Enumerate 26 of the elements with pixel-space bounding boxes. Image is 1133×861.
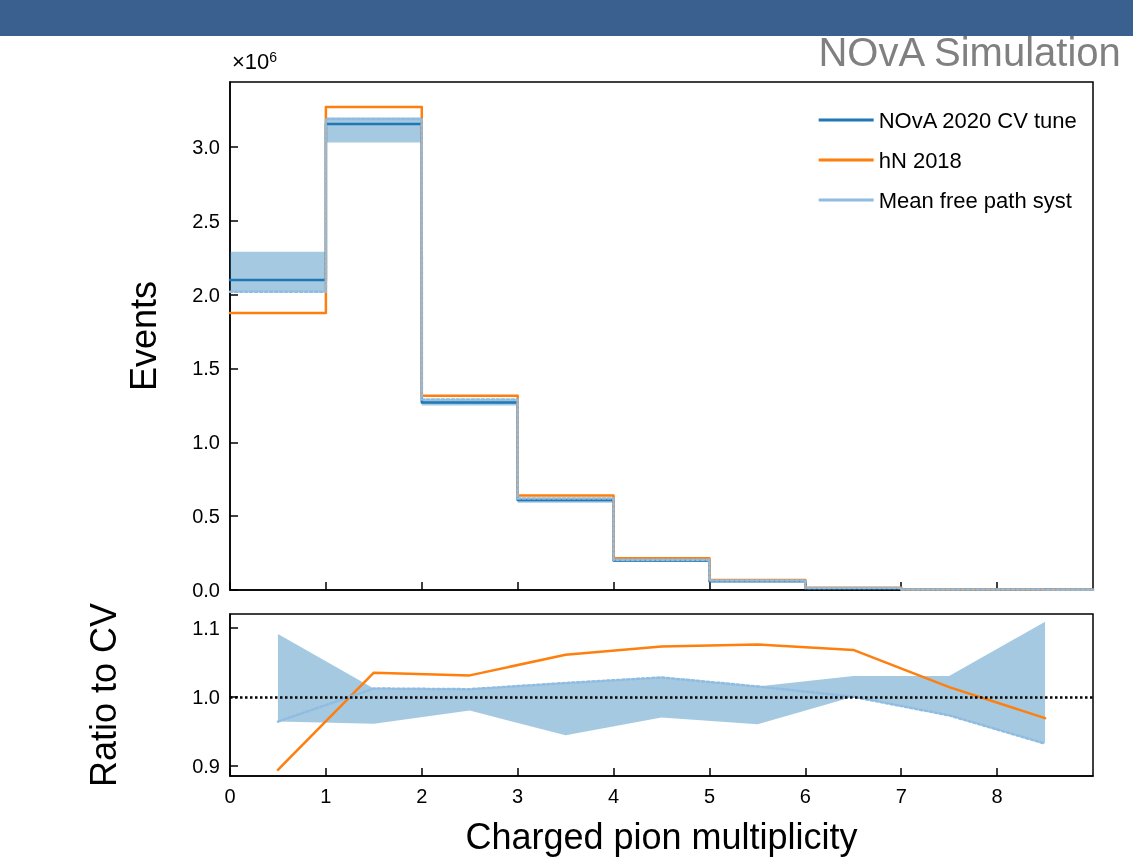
legend-label: hN 2018 [878,147,962,173]
y-tick-label: 0.9 [192,754,220,777]
x-tick-label: 5 [703,785,716,807]
x-tick-label: 8 [991,785,1003,807]
x-tick-label: 6 [799,785,811,807]
y-tick-label: 0.0 [192,579,220,601]
y-axis-title: Events [122,280,164,392]
y-tick-label: 2.0 [192,283,220,306]
x-tick-label: 1 [320,785,332,807]
x-axis-title: Charged pion multiplicity [465,815,858,857]
x-tick-label: 2 [416,785,428,807]
y-tick-label: 1.5 [192,357,220,380]
x-tick-label: 3 [512,785,524,807]
y-tick-label: 1.0 [192,431,220,454]
y-tick-label: 3.0 [192,135,220,158]
y-tick-label: 2.5 [192,209,220,232]
x-tick-label: 7 [895,785,907,807]
y-tick-label: 0.5 [192,505,220,528]
legend-label: Mean free path syst [878,187,1072,213]
y-tick-label: 1.0 [192,685,220,708]
text: NOvA Simulation [818,30,1121,74]
x-tick-label: 0 [224,785,236,807]
legend-label: NOvA 2020 CV tune [878,107,1077,133]
y-axis-title: Ratio to CV [82,603,124,788]
y-tick-label: 1.1 [192,616,220,639]
x-tick-label: 4 [607,785,620,807]
